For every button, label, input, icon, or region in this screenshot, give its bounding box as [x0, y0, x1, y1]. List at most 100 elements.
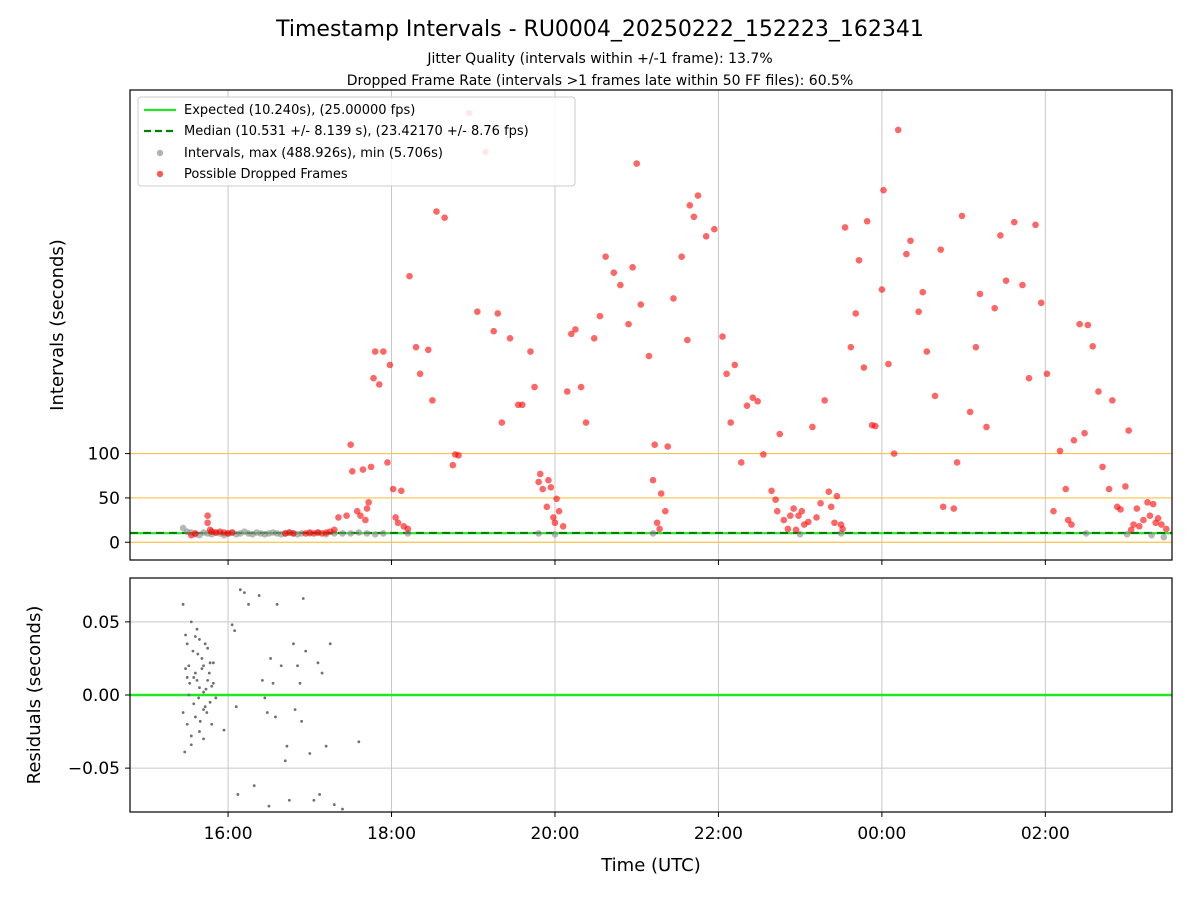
dropped-frame-point-196	[1133, 505, 1141, 512]
dropped-frame-point-175	[1043, 370, 1051, 378]
residual-point-59	[263, 696, 267, 700]
residual-point-34	[195, 678, 199, 682]
dropped-frame-point-144	[863, 217, 871, 225]
dropped-frame-point-96	[657, 490, 665, 497]
dropped-frame-point-3	[204, 519, 211, 527]
residual-point-41	[198, 638, 201, 641]
dropped-frame-point-120	[780, 516, 788, 524]
dropped-frame-point-181	[1070, 436, 1078, 444]
dropped-frame-point-76	[559, 523, 567, 530]
dropped-frame-point-103	[690, 213, 698, 221]
dropped-frame-point-138	[839, 525, 846, 533]
residual-point-82	[324, 744, 328, 748]
dropped-frame-point-195	[1130, 521, 1137, 528]
residual-point-37	[205, 711, 209, 714]
residual-point-83	[328, 642, 332, 646]
dropped-frame-point-109	[727, 419, 734, 426]
dropped-frame-point-177	[1056, 447, 1064, 455]
dropped-frame-point-176	[1050, 507, 1057, 515]
dropped-frame-point-116	[768, 487, 775, 495]
residual-point-13	[208, 661, 212, 665]
dropped-frame-point-140	[847, 343, 855, 351]
residual-point-20	[192, 676, 196, 679]
residual-point-33	[192, 702, 196, 706]
residual-point-4	[189, 620, 193, 624]
dropped-frame-point-185	[1089, 342, 1097, 350]
legend-intervals-label: Intervals, max (488.926s), min (5.706s)	[184, 146, 443, 161]
residual-point-8	[198, 686, 201, 690]
dropped-frame-point-32	[367, 463, 375, 471]
residual-point-9	[200, 657, 204, 660]
residual-point-64	[274, 715, 277, 719]
dropped-frame-point-75	[555, 507, 563, 515]
residual-point-77	[308, 752, 312, 755]
dropped-frame-point-133	[825, 488, 833, 496]
dropped-frame-point-100	[678, 253, 685, 261]
residual-point-75	[301, 597, 305, 600]
dropped-frame-point-182	[1076, 320, 1083, 328]
dropped-frame-point-73	[551, 519, 559, 527]
x-tick-label-1: 18:00	[367, 824, 416, 844]
dropped-frame-point-163	[966, 408, 974, 416]
dropped-frame-point-33	[370, 374, 377, 382]
dropped-frame-point-90	[637, 301, 645, 308]
dropped-frame-point-187	[1099, 463, 1106, 471]
dropped-frame-point-70	[545, 476, 552, 484]
dropped-frame-point-117	[772, 496, 779, 503]
dropped-frame-point-51	[441, 214, 448, 221]
dropped-frame-point-118	[773, 507, 781, 515]
dropped-frame-point-180	[1068, 521, 1075, 528]
residual-point-58	[260, 678, 264, 682]
top-points	[179, 109, 1170, 541]
x-tick-label-4: 00:00	[857, 824, 906, 844]
dropped-frame-point-93	[651, 441, 658, 449]
dropped-frame-point-149	[885, 360, 892, 368]
interval-point-42	[551, 530, 559, 538]
top-y-tick-label-2: 100	[88, 445, 120, 465]
residual-point-60	[265, 711, 269, 714]
dropped-frame-point-72	[550, 514, 557, 521]
residual-point-72	[296, 664, 299, 668]
dropped-frame-point-92	[649, 476, 657, 484]
dropped-frame-point-61	[506, 335, 514, 342]
dropped-frame-point-113	[749, 394, 757, 402]
dropped-frame-point-123	[790, 505, 797, 512]
bot-y-tick-label-2: 0.05	[82, 613, 120, 633]
residual-point-43	[189, 743, 193, 747]
dropped-frame-point-157	[931, 392, 939, 400]
dropped-frame-point-191	[1117, 506, 1124, 513]
dropped-frame-point-99	[670, 295, 677, 302]
residual-point-40	[193, 635, 197, 638]
x-tick-label-2: 20:00	[530, 824, 579, 844]
dropped-frame-point-87	[625, 320, 632, 328]
interval-point-46	[1082, 530, 1090, 537]
dropped-frame-point-64	[527, 348, 534, 355]
dropped-frame-point-142	[855, 256, 863, 264]
interval-point-44	[796, 530, 804, 538]
residual-point-85	[341, 807, 344, 811]
interval-point-37	[363, 530, 371, 537]
dropped-frame-point-122	[787, 512, 794, 519]
dropped-frame-point-29	[362, 516, 369, 524]
bottom-y-axis-label: Residuals (seconds)	[24, 606, 45, 785]
dropped-frame-point-25	[348, 468, 356, 475]
dropped-frame-point-108	[723, 370, 730, 378]
residual-point-79	[316, 661, 320, 665]
residual-point-78	[312, 798, 316, 802]
dropped-frame-point-115	[760, 451, 767, 458]
dropped-frame-point-204	[1158, 521, 1165, 528]
dropped-frame-point-110	[731, 361, 739, 369]
dropped-frame-point-67	[536, 470, 544, 478]
dropped-frame-point-155	[919, 288, 927, 296]
dropped-frame-point-82	[590, 335, 598, 342]
chart-subtitle-dropped: Dropped Frame Rate (intervals >1 frames …	[347, 73, 854, 89]
dropped-frame-point-174	[1037, 299, 1045, 307]
residual-point-10	[202, 708, 205, 712]
dropped-frame-point-169	[1002, 277, 1010, 284]
residual-point-0	[181, 602, 185, 606]
residual-point-16	[183, 750, 187, 754]
dropped-frame-point-79	[572, 326, 579, 333]
residual-point-66	[279, 664, 283, 668]
residual-point-14	[210, 722, 214, 726]
residual-point-71	[293, 708, 297, 712]
